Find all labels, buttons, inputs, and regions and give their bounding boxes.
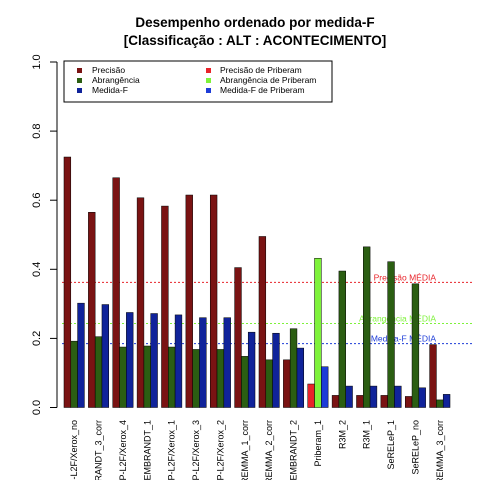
legend-swatch <box>206 68 211 73</box>
bar <box>314 257 322 408</box>
bar <box>161 205 169 408</box>
x-axis-labels: P-L2F/Xerox_no EMBRANDT_3_corr P-L2F/Xerox… <box>69 420 445 480</box>
bar <box>394 385 402 408</box>
bar <box>185 194 193 408</box>
bar <box>126 312 134 408</box>
legend-label: Medida-F <box>92 85 128 95</box>
bar <box>387 261 395 408</box>
y-tick-label: 0.4 <box>31 262 43 277</box>
legend-swatch <box>77 78 82 83</box>
bar <box>150 313 158 408</box>
bar <box>174 314 183 408</box>
reference-line-label: Precisão MÉDIA <box>374 272 437 282</box>
bar <box>442 394 451 408</box>
legend-swatch <box>206 88 211 93</box>
bar <box>209 194 218 408</box>
x-tick-label: REMMA_3_corr <box>435 420 445 480</box>
bar <box>321 366 329 408</box>
bar <box>272 332 280 408</box>
x-tick-label: R3M_1 <box>362 420 372 449</box>
bar <box>258 236 267 408</box>
bar <box>223 317 231 408</box>
bar <box>112 177 120 408</box>
legend-swatch <box>77 88 82 93</box>
bar <box>380 395 388 408</box>
legend-swatch <box>206 78 211 83</box>
bar <box>101 304 110 408</box>
bar <box>119 346 127 408</box>
x-tick-label: REMMA_2_corr <box>264 420 274 480</box>
reference-line-label: Medida-F MÉDIA <box>371 334 437 344</box>
bar <box>70 340 78 408</box>
bar <box>418 387 426 408</box>
x-tick-label: R3M_2 <box>337 420 347 449</box>
legend-swatch <box>77 68 82 73</box>
y-axis: 0.0 0.2 0.4 0.6 0.8 1.0 <box>31 54 58 415</box>
bar <box>192 349 200 408</box>
bar <box>136 197 145 408</box>
legend-label: Abrangência de Priberam <box>220 75 316 85</box>
x-tick-label: Priberam_1 <box>313 420 323 467</box>
x-tick-label: P-L2F/Xerox_2 <box>215 420 225 480</box>
legend-label: Precisão de Priberam <box>220 65 302 75</box>
bar <box>331 395 340 408</box>
reference-line-label: Abrangência MÉDIA <box>359 314 436 324</box>
x-tick-label: P-L2F/Xerox_4 <box>118 420 128 480</box>
bar <box>429 344 437 408</box>
bars <box>63 156 451 408</box>
bar <box>296 347 305 408</box>
legend-box <box>63 60 333 103</box>
y-tick-label: 0.2 <box>31 331 43 346</box>
bar <box>234 267 242 408</box>
bar <box>283 359 291 408</box>
bar <box>241 356 249 408</box>
y-tick-label: 1.0 <box>31 54 43 69</box>
bar <box>216 349 225 408</box>
y-tick-label: 0.6 <box>31 193 43 208</box>
bar <box>199 317 207 408</box>
chart-subtitle: [Classificação : ALT : ACONTECIMENTO] <box>124 33 387 48</box>
bar <box>404 396 413 408</box>
chart-title: Desempenho ordenado por medida-F <box>135 15 374 30</box>
bar <box>88 212 96 408</box>
y-tick-label: 0.0 <box>31 400 43 415</box>
bar <box>363 246 371 408</box>
bar <box>94 336 103 408</box>
x-tick-label: P-L2F/Xerox_no <box>69 420 79 480</box>
legend-label: Abrangência <box>92 75 140 85</box>
bar <box>411 283 420 408</box>
bar <box>338 270 346 408</box>
bar <box>436 399 444 408</box>
legend-label: Precisão <box>92 65 125 75</box>
x-tick-label: EMBRANDT_2 <box>289 420 299 480</box>
x-tick-label: SeRELeP_no <box>410 420 420 475</box>
bar <box>307 383 315 408</box>
bar <box>168 346 176 408</box>
bar <box>143 345 151 408</box>
x-tick-label: EMBRANDT_1 <box>142 420 152 480</box>
bar <box>63 156 72 408</box>
x-tick-label: P-L2F/Xerox_3 <box>191 420 201 480</box>
bar <box>356 395 364 408</box>
x-tick-label: REMMA_1_corr <box>240 420 250 480</box>
x-tick-label: P-L2F/Xerox_1 <box>167 420 177 480</box>
reference-lines: Precisão MÉDIA Abrangência MÉDIA Medida-F … <box>62 272 472 345</box>
legend-label: Medida-F de Priberam <box>220 85 305 95</box>
bar <box>369 385 378 408</box>
bar <box>289 328 298 408</box>
bar <box>77 302 85 408</box>
x-tick-label: SeRELeP_1 <box>386 420 396 470</box>
y-tick-label: 0.8 <box>31 123 43 138</box>
x-tick-label: EMBRANDT_3_corr <box>94 420 104 480</box>
bar <box>345 385 353 408</box>
bar <box>247 331 256 408</box>
bar <box>265 359 273 408</box>
